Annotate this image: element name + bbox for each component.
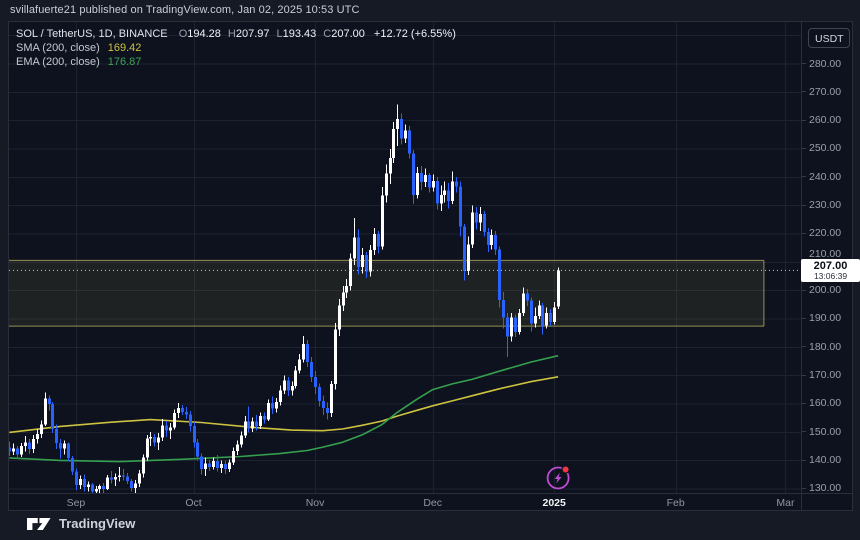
price-tick <box>802 346 806 348</box>
published-idea-marker-icon[interactable] <box>546 465 570 490</box>
price-axis-label: 240.00 <box>809 170 842 183</box>
bar-countdown: 13:06:39 <box>813 271 848 282</box>
time-axis-label-dec: Dec <box>423 497 442 509</box>
highlight-zone[interactable] <box>9 259 765 327</box>
sma-value: 169.42 <box>107 42 142 54</box>
price-axis-label: 220.00 <box>809 227 842 240</box>
price-axis-label: 230.00 <box>809 199 842 212</box>
last-price-value: 207.00 <box>813 260 848 273</box>
time-axis-label-2025: 2025 <box>542 497 566 509</box>
ema-line <box>9 354 559 463</box>
close-value: 207.00 <box>331 28 365 40</box>
close-key: C <box>323 28 332 40</box>
time-axis-separator <box>9 493 852 494</box>
last-price-label: 207.00 13:06:39 <box>801 259 860 283</box>
price-tick <box>802 317 806 319</box>
sma-line <box>9 376 559 434</box>
sma-label: SMA (200, close) <box>16 42 100 54</box>
time-axis-label-nov: Nov <box>305 497 325 509</box>
price-axis-label: 210.00 <box>809 247 842 260</box>
price-axis-label: 260.00 <box>809 114 842 127</box>
symbol-title: SOL / TetherUS, 1D, BINANCE <box>16 28 168 40</box>
low-value: 193.43 <box>282 28 317 40</box>
price-tick <box>802 63 806 64</box>
price-axis[interactable]: USDT 207.00 13:06:39 280.00 270.00 260.00 2… <box>801 22 860 495</box>
candles <box>9 104 560 493</box>
price-tick <box>802 459 806 461</box>
price-tick <box>802 232 806 234</box>
grid-lines <box>9 22 801 493</box>
open-key: O <box>178 28 188 40</box>
footer-brand-link[interactable]: TradingView <box>27 516 135 531</box>
high-value: 207.97 <box>235 28 270 40</box>
time-axis-label-sep: Sep <box>66 497 86 509</box>
price-tick <box>802 147 806 149</box>
price-axis-label: 270.00 <box>809 85 842 98</box>
publish-info: svillafuerte21 published on TradingView.… <box>10 4 360 16</box>
time-axis-label-mar: Mar <box>776 497 795 509</box>
price-axis-label: 280.00 <box>809 57 842 70</box>
price-tick <box>802 91 806 93</box>
price-axis-label: 190.00 <box>809 312 842 325</box>
ema-label: EMA (200, close) <box>16 56 100 68</box>
brand-name: TradingView <box>59 516 136 531</box>
price-tick <box>802 289 806 291</box>
price-tick <box>802 374 806 376</box>
price-chart-canvas[interactable] <box>9 22 801 493</box>
legend-ema-row: EMA (200, close) 176.87 <box>16 55 456 69</box>
chart-legend: SOL / TetherUS, 1D, BINANCE O194.28 H207.… <box>16 27 456 69</box>
change-value: +12.72 (+6.55%) <box>373 28 456 40</box>
low-key: L <box>276 28 283 40</box>
price-axis-label: 150.00 <box>809 425 842 438</box>
price-axis-label: 140.00 <box>809 454 842 467</box>
price-tick <box>802 176 806 178</box>
high-key: H <box>227 28 236 40</box>
price-axis-label: 250.00 <box>809 142 842 155</box>
price-tick <box>802 402 806 404</box>
time-axis[interactable]: Sep Oct Nov Dec 2025 Feb Mar <box>9 494 801 511</box>
ema-value: 176.87 <box>107 56 142 68</box>
price-axis-label: 170.00 <box>809 369 842 382</box>
time-axis-label-feb: Feb <box>666 497 685 509</box>
price-axis-label: 160.00 <box>809 397 842 410</box>
price-tick <box>802 487 806 489</box>
price-tick <box>802 204 806 206</box>
time-axis-label-oct: Oct <box>185 497 202 509</box>
price-tick <box>802 119 806 121</box>
legend-symbol-row: SOL / TetherUS, 1D, BINANCE O194.28 H207.… <box>16 27 456 41</box>
open-value: 194.28 <box>187 28 221 40</box>
price-axis-label: 130.00 <box>809 482 842 495</box>
price-axis-label: 200.00 <box>809 284 842 297</box>
tradingview-logo-icon <box>27 517 51 530</box>
currency-toggle-button[interactable]: USDT <box>808 28 850 48</box>
chart-frame: SOL / TetherUS, 1D, BINANCE O194.28 H207.… <box>8 21 860 511</box>
price-axis-label: 180.00 <box>809 340 842 353</box>
price-tick <box>802 431 806 433</box>
legend-sma-row: SMA (200, close) 169.42 <box>16 41 456 55</box>
